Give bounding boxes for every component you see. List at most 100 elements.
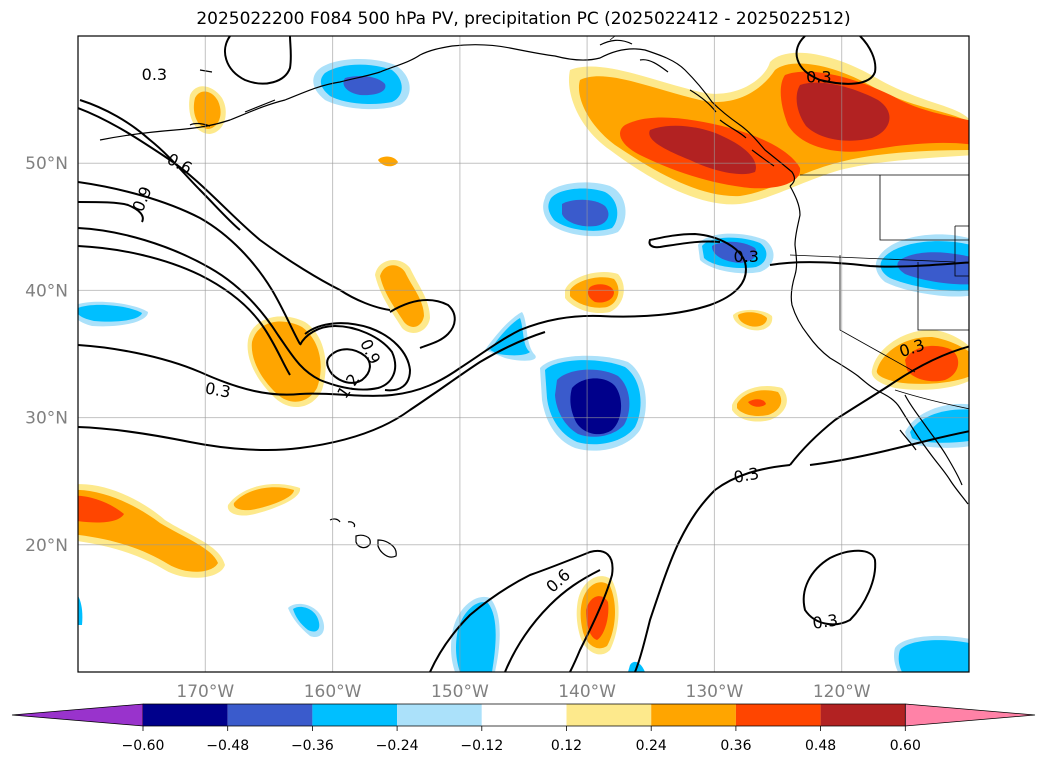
- colorbar-segment: [397, 704, 482, 726]
- colorbar-segment: [651, 704, 736, 726]
- colorbar-ticks: [142, 726, 906, 731]
- pv-contour-0.6: [79, 99, 241, 231]
- coastline-islands: [599, 39, 775, 167]
- pv-contour-0.6: [504, 569, 601, 672]
- coastline-west-coast: [789, 185, 969, 505]
- political-borders: [609, 36, 969, 410]
- colorbar-label: −0.48: [206, 738, 249, 754]
- colorbar-label: −0.24: [376, 738, 419, 754]
- lon-label-140w: 140°W: [558, 682, 616, 702]
- contour-label: 0.3: [732, 464, 760, 487]
- precip-negative-area: [78, 304, 142, 322]
- pv-contour-0.3: [795, 36, 877, 85]
- pv-contour-0.3: [78, 331, 546, 451]
- precip-negative-area: [712, 241, 757, 263]
- contour-label: 0.3: [734, 247, 759, 266]
- colorbar-segment: [143, 704, 228, 726]
- coastline-aleutians: [189, 69, 213, 127]
- map-title: 2025022200 F084 500 hPa PV, precipitatio…: [196, 9, 851, 29]
- colorbar-segment: [735, 704, 821, 726]
- colorbar-label: −0.60: [122, 738, 165, 754]
- precip-positive-area: [738, 312, 767, 327]
- precip-positive-area: [233, 487, 294, 511]
- gridlines: [78, 36, 969, 672]
- lat-label-30n: 30°N: [25, 409, 68, 429]
- border-state: [954, 225, 969, 277]
- colorbar-label: 0.60: [890, 738, 921, 754]
- border-state: [879, 175, 969, 241]
- border-state: [839, 255, 916, 373]
- precip-positive-area: [380, 265, 424, 327]
- pv-contour-0.3: [769, 261, 969, 268]
- coastline-baja: [899, 394, 963, 486]
- precip-positive-area: [78, 495, 124, 523]
- colorbar-label: 0.36: [720, 738, 751, 754]
- precip-positive-area: [748, 399, 766, 407]
- border-us-mexico: [894, 389, 969, 410]
- precip-negative-area: [78, 595, 83, 625]
- colorbar-label: 0.24: [636, 738, 667, 754]
- border-state: [917, 262, 969, 331]
- pv-contour-0.3: [224, 36, 292, 85]
- coastline-kodiak: [244, 99, 276, 113]
- colorbar: −0.60 −0.48 −0.36 −0.24 −0.12 0.12 0.24 …: [11, 703, 1036, 754]
- colorbar-extend-low: [11, 703, 144, 727]
- precip-positive-area: [251, 321, 321, 402]
- precip-negative-area: [343, 76, 386, 96]
- colorbar-segment: [481, 704, 567, 726]
- axis-labels: 50°N 40°N 30°N 20°N 170°W 160°W 150°W 14…: [25, 154, 871, 702]
- border-state: [789, 254, 956, 263]
- pv-contour-0.3: [789, 345, 969, 466]
- precip-negative-area: [898, 640, 969, 672]
- contour-label: 0.3: [806, 68, 831, 87]
- lon-label-160w: 160°W: [304, 682, 362, 702]
- pv-contour-0.6: [78, 245, 291, 376]
- precip-positive-area: [378, 156, 398, 167]
- precip-negative-area: [562, 199, 609, 227]
- pv-contour-0.3: [802, 549, 877, 626]
- pv-contour-0.6: [78, 227, 397, 391]
- colorbar-segment: [566, 704, 652, 726]
- coastlines: [99, 39, 969, 558]
- pv-contour-0.9: [78, 201, 144, 223]
- map-area: 0.30.60.90.91.20.30.30.30.30.60.30.3: [77, 35, 970, 673]
- pv-contour-0.3: [809, 430, 969, 466]
- precip-shading: [78, 52, 969, 672]
- contour-label: 0.3: [811, 610, 839, 632]
- colorbar-segment: [312, 704, 398, 726]
- lon-label-150w: 150°W: [431, 682, 489, 702]
- lat-label-40n: 40°N: [25, 281, 68, 301]
- pv-contour-0.6: [78, 181, 301, 345]
- colorbar-segment: [820, 704, 906, 726]
- pv-contour-0.3: [634, 464, 791, 672]
- coastline-alaska: [99, 44, 796, 187]
- precip-positive-area: [649, 125, 756, 175]
- precip-positive-area: [796, 82, 890, 141]
- lat-label-20n: 20°N: [25, 536, 68, 556]
- pv-contour-0.6: [429, 550, 614, 672]
- colorbar-label: 0.48: [805, 738, 836, 754]
- pv-contour-0.6: [389, 299, 456, 349]
- precip-positive-area: [193, 91, 221, 129]
- lon-label-130w: 130°W: [686, 682, 744, 702]
- lon-label-120w: 120°W: [813, 682, 871, 702]
- colorbar-label: −0.12: [460, 738, 503, 754]
- colorbar-label: −0.36: [291, 738, 334, 754]
- precip-negative-area: [570, 378, 622, 435]
- precip-negative-area: [293, 606, 320, 632]
- lon-label-170w: 170°W: [176, 682, 234, 702]
- colorbar-segment: [227, 704, 313, 726]
- coastline-hawaii: [329, 518, 397, 558]
- contour-label: 0.3: [142, 65, 167, 84]
- precip-positive-area: [586, 596, 609, 640]
- pv-contour-0.3: [78, 107, 391, 311]
- colorbar-extend-high: [904, 703, 1036, 727]
- precip-negative-area: [490, 318, 530, 356]
- pv-contour-1.2: [326, 348, 371, 384]
- lat-label-50n: 50°N: [25, 154, 68, 174]
- contour-label: 0.3: [204, 379, 232, 402]
- map-frame: [77, 35, 970, 673]
- colorbar-label: 0.12: [551, 738, 582, 754]
- pv-contour-0.3: [78, 232, 747, 397]
